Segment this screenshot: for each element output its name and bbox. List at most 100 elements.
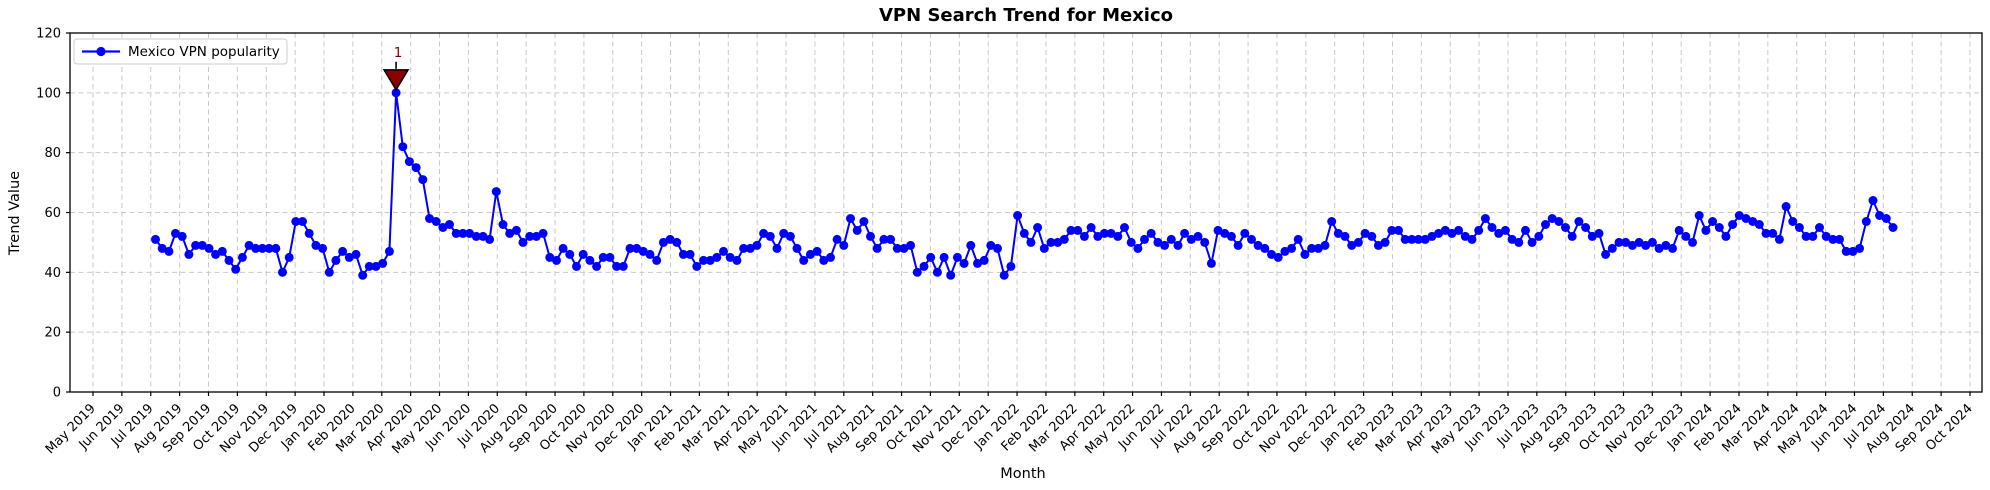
- peak-annotation: 1: [382, 45, 410, 92]
- data-point-marker: [1841, 246, 1851, 256]
- data-point-marker: [826, 252, 835, 262]
- data-point-marker: [1146, 228, 1156, 238]
- data-point-marker: [886, 234, 896, 244]
- data-point-marker: [298, 217, 307, 226]
- data-point-marker: [384, 246, 394, 256]
- data-point-marker: [157, 243, 167, 253]
- data-point-marker: [1260, 243, 1270, 253]
- data-point-marker: [1140, 234, 1149, 244]
- data-point-marker: [1079, 231, 1089, 241]
- data-point-marker: [979, 255, 989, 265]
- data-point-marker: [1875, 211, 1885, 220]
- data-point-marker: [1581, 223, 1591, 232]
- data-point-marker: [1821, 231, 1831, 241]
- data-point-marker: [511, 225, 521, 235]
- gridlines: [70, 32, 1982, 393]
- data-point-marker: [1647, 237, 1657, 247]
- data-point-marker: [1066, 225, 1076, 235]
- data-point-marker: [1280, 246, 1290, 256]
- data-point-marker: [1126, 237, 1136, 247]
- data-point-marker: [164, 246, 174, 256]
- data-point-marker: [658, 237, 668, 247]
- data-point-marker: [732, 255, 742, 265]
- data-point-marker: [431, 217, 441, 226]
- data-point-marker: [1086, 223, 1096, 232]
- data-point-marker: [1848, 246, 1858, 256]
- data-point-marker: [518, 237, 528, 247]
- data-point-marker: [712, 252, 722, 262]
- data-point-marker: [912, 267, 922, 277]
- data-point-marker: [1367, 231, 1377, 241]
- data-point-marker: [1861, 217, 1871, 226]
- data-point-marker: [1654, 243, 1664, 253]
- data-point-marker: [879, 234, 889, 244]
- data-point-marker: [1026, 237, 1036, 247]
- data-point-marker: [1594, 228, 1604, 238]
- data-point-marker: [257, 243, 267, 253]
- data-point-marker: [699, 255, 708, 265]
- data-point-marker: [451, 228, 461, 238]
- data-point-marker: [1460, 231, 1470, 241]
- data-point-marker: [1561, 223, 1570, 232]
- data-point-marker: [719, 246, 728, 256]
- legend-box: [73, 38, 288, 65]
- data-point-marker: [471, 231, 481, 241]
- data-point-marker: [1721, 231, 1731, 241]
- data-point-marker: [271, 243, 281, 253]
- data-point-marker: [338, 246, 348, 256]
- data-point-marker: [371, 261, 381, 271]
- data-point-marker: [1774, 234, 1784, 244]
- data-point-marker: [1734, 211, 1744, 220]
- data-point-marker: [1213, 225, 1223, 235]
- data-point-marker: [1099, 228, 1109, 238]
- data-point-marker: [752, 240, 762, 250]
- data-point-marker: [1668, 243, 1677, 253]
- data-point-marker: [612, 261, 622, 271]
- data-point-marker: [1059, 234, 1069, 244]
- data-point-marker: [1200, 237, 1210, 247]
- data-point-marker: [1881, 214, 1891, 223]
- data-point-marker: [785, 231, 795, 241]
- data-point-marker: [1447, 228, 1457, 238]
- data-point-marker: [404, 157, 414, 167]
- data-point-marker: [552, 255, 561, 265]
- data-point-marker: [1868, 196, 1878, 205]
- data-point-marker: [572, 261, 581, 271]
- data-point-marker: [685, 249, 695, 259]
- data-point-marker: [1407, 234, 1417, 244]
- data-point-marker: [1641, 240, 1651, 250]
- y-tick-label: 60: [44, 206, 61, 221]
- data-point-marker: [812, 246, 822, 256]
- data-point-marker: [805, 249, 815, 259]
- data-point-marker: [859, 217, 869, 226]
- legend-marker-icon: [96, 46, 106, 57]
- data-point-marker: [1768, 228, 1778, 238]
- data-point-marker: [1240, 228, 1250, 238]
- data-point-marker: [906, 240, 916, 250]
- data-point-marker: [531, 231, 541, 241]
- data-point-marker: [1607, 243, 1617, 253]
- data-point-marker: [1300, 249, 1310, 259]
- data-point-marker: [1006, 261, 1016, 271]
- data-point-marker: [1039, 243, 1049, 253]
- data-point-marker: [231, 264, 241, 274]
- data-point-marker: [846, 214, 855, 223]
- data-point-marker: [1794, 223, 1804, 232]
- data-point-marker: [946, 270, 956, 280]
- data-point-marker: [445, 220, 454, 229]
- data-point-marker: [311, 240, 321, 250]
- data-point-marker: [839, 240, 849, 250]
- data-point-marker: [498, 220, 508, 229]
- data-point-marker: [1153, 237, 1163, 247]
- data-point-marker: [1534, 231, 1544, 241]
- data-point-marker: [759, 228, 769, 238]
- data-point-marker: [237, 252, 247, 262]
- data-point-marker: [1507, 234, 1517, 244]
- data-point-marker: [284, 252, 294, 262]
- y-tick-label: 40: [44, 266, 61, 281]
- data-point-marker: [304, 228, 314, 238]
- data-point-marker: [952, 252, 962, 262]
- data-point-marker: [1186, 234, 1196, 244]
- data-point-marker: [1360, 228, 1370, 238]
